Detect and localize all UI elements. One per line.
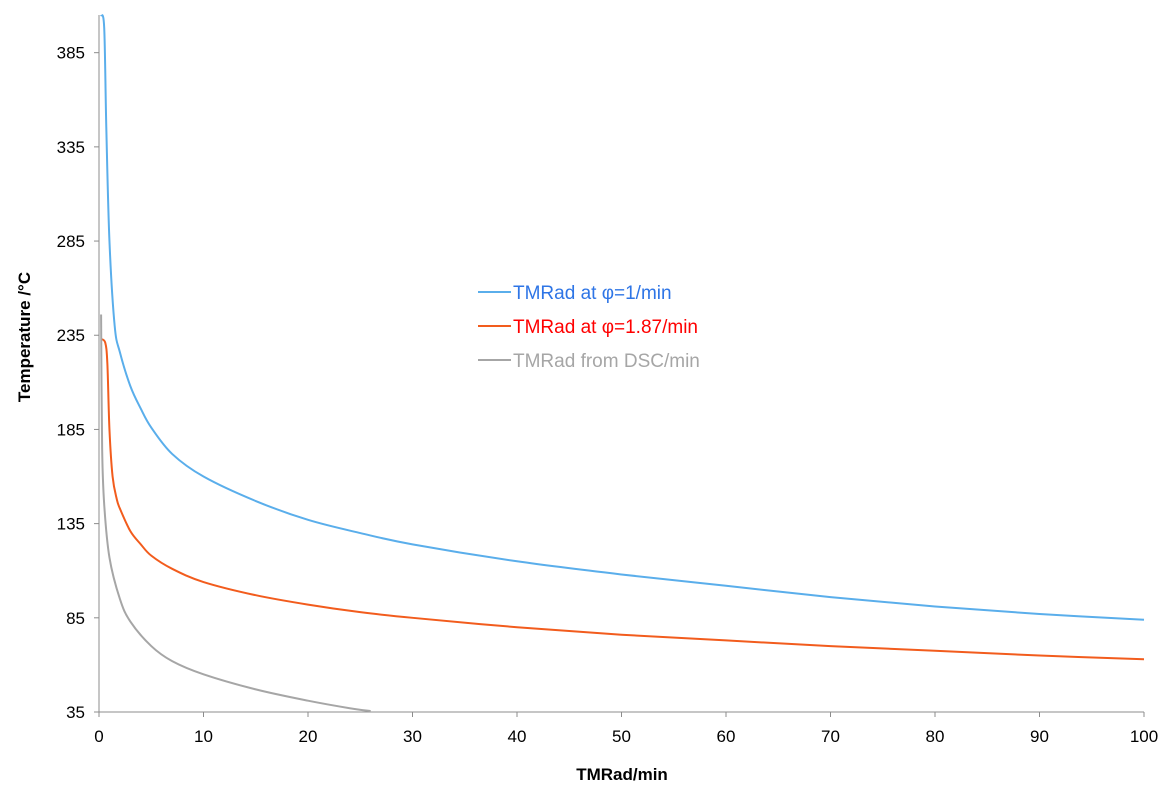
y-tick-labels: 35 85 135 185 235 285 335 385 <box>57 44 99 722</box>
series-lines <box>100 14 1145 713</box>
x-tick-label: 100 <box>1130 727 1158 746</box>
x-tick-label: 50 <box>612 727 631 746</box>
x-tick-label: 40 <box>508 727 527 746</box>
x-tick-label: 70 <box>821 727 840 746</box>
series-line-tmrad-phi-1-87 <box>100 338 1145 661</box>
x-axis-title: TMRad/min <box>576 765 668 784</box>
x-tick-label: 80 <box>926 727 945 746</box>
x-tick-label: 20 <box>299 727 318 746</box>
x-tick-label: 0 <box>94 727 103 746</box>
y-tick-label: 385 <box>57 44 85 63</box>
y-axis-title: Temperature /°C <box>15 272 34 402</box>
y-tick-label: 235 <box>57 326 85 345</box>
x-tick-label: 10 <box>194 727 213 746</box>
y-tick-label: 135 <box>57 515 85 534</box>
series-line-tmrad-dsc <box>100 314 371 713</box>
y-tick-label: 85 <box>66 609 85 628</box>
x-tick-label: 90 <box>1030 727 1049 746</box>
series-line-tmrad-phi-1 <box>100 14 1145 621</box>
y-tick-label: 285 <box>57 232 85 251</box>
legend-item-tmrad-dsc: TMRad from DSC/min <box>478 351 700 372</box>
legend: TMRad at φ=1/min TMRad at φ=1.87/min TMRad… <box>478 283 700 372</box>
y-tick-label: 335 <box>57 138 85 157</box>
legend-label: TMRad at φ=1.87/min <box>513 317 698 338</box>
legend-item-tmrad-phi-1-87: TMRad at φ=1.87/min <box>478 317 698 338</box>
legend-item-tmrad-phi-1: TMRad at φ=1/min <box>478 283 672 304</box>
legend-label: TMRad from DSC/min <box>513 351 700 372</box>
legend-label: TMRad at φ=1/min <box>513 283 672 304</box>
x-tick-labels: 0 10 20 30 40 50 60 70 80 90 100 <box>94 712 1158 746</box>
y-tick-label: 185 <box>57 420 85 439</box>
x-tick-label: 30 <box>403 727 422 746</box>
y-tick-label: 35 <box>66 703 85 722</box>
x-tick-label: 60 <box>717 727 736 746</box>
